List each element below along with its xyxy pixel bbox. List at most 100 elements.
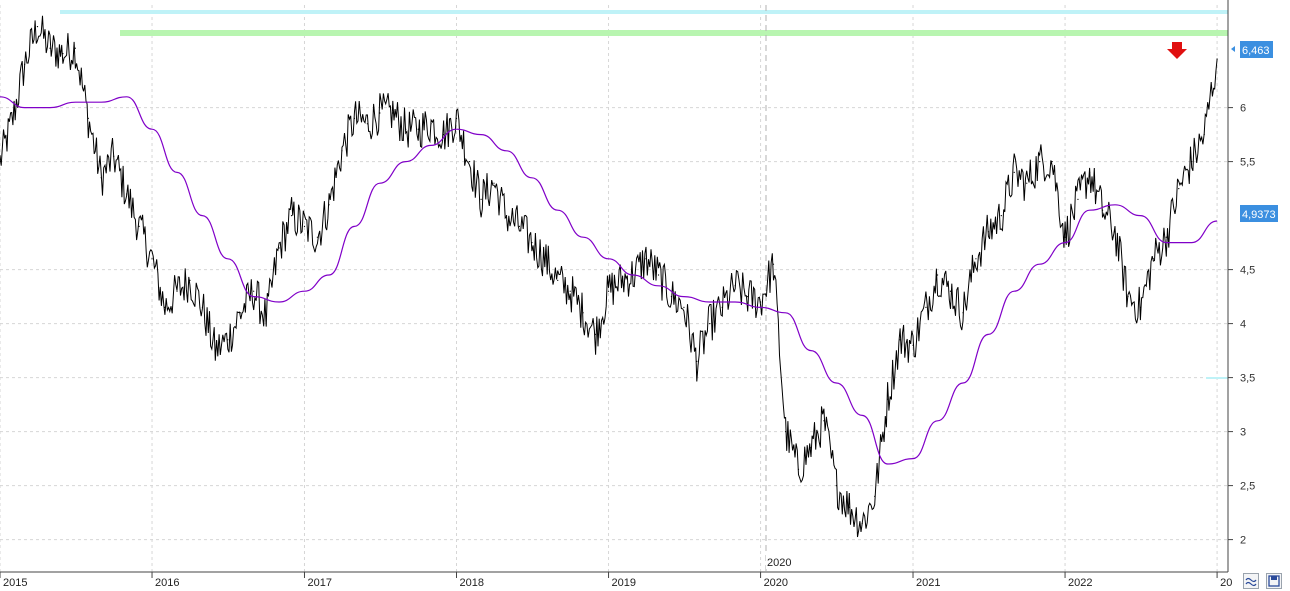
price-point — [784, 431, 787, 433]
price-point — [189, 279, 191, 281]
price-point — [253, 290, 255, 292]
price-point — [1000, 215, 1002, 217]
price-point — [887, 398, 889, 400]
x-tick-label: 20 — [1220, 577, 1232, 589]
price-point — [176, 290, 178, 292]
price-point — [505, 215, 508, 217]
grid — [0, 5, 1228, 572]
price-point — [962, 312, 964, 314]
y-tick-label: 2,5 — [1240, 481, 1255, 493]
price-point — [1216, 58, 1218, 60]
x-axis-ticks: 2015 2016 2017 2018 2019 2020 2021 2022 20 — [0, 572, 1232, 589]
price-point — [328, 204, 330, 206]
price-label-text: 6,463 — [1242, 45, 1270, 57]
y-tick-label: 4 — [1240, 319, 1246, 331]
price-point — [696, 360, 698, 362]
price-point — [899, 339, 901, 341]
price-point — [227, 339, 229, 341]
price-series — [0, 15, 1218, 538]
price-point — [74, 47, 76, 49]
price-point — [620, 279, 623, 281]
x-tick-label: 2018 — [460, 577, 484, 589]
price-point — [595, 333, 597, 335]
price-point — [1039, 161, 1041, 163]
price-point — [531, 242, 533, 244]
price-point — [353, 117, 356, 119]
price-point — [442, 134, 445, 136]
resistance-band-upper — [60, 10, 1228, 14]
price-point — [987, 231, 990, 233]
price-point — [1165, 236, 1167, 238]
price-label-box — [1240, 41, 1273, 58]
price-point — [861, 522, 863, 525]
price-point — [392, 112, 394, 114]
price-point — [582, 312, 584, 314]
price-point — [49, 47, 51, 49]
price-point — [278, 247, 280, 249]
moving-average-line — [0, 96, 1218, 465]
price-point — [1178, 188, 1180, 190]
price-point — [848, 506, 850, 508]
price-point — [912, 344, 914, 346]
price-point — [303, 225, 306, 227]
price-point — [1127, 296, 1129, 298]
ma-label-text: 4,9373 — [1242, 209, 1276, 221]
price-point — [1089, 171, 1091, 173]
price-point — [87, 117, 89, 119]
ma-label-box — [1240, 205, 1278, 222]
floppy-disk-icon — [1268, 575, 1280, 587]
price-point — [810, 447, 812, 449]
price-label-pointer — [1231, 46, 1235, 52]
price-point — [1077, 198, 1079, 200]
price-point — [975, 258, 977, 260]
price-point — [1026, 182, 1028, 184]
x-tick-label: 2015 — [3, 577, 27, 589]
price-point — [1051, 161, 1053, 163]
price-point — [1139, 306, 1142, 308]
price-point — [874, 495, 876, 497]
price-point — [151, 258, 153, 260]
price-point — [709, 323, 711, 325]
price-point — [645, 258, 647, 260]
price-point — [430, 123, 432, 125]
zoom-fit-button[interactable] — [1243, 573, 1259, 589]
price-point — [0, 161, 1, 163]
price-point — [936, 274, 939, 276]
price-point — [1064, 236, 1066, 238]
price-point — [607, 290, 610, 292]
x-tick-label: 2020 — [764, 577, 788, 589]
price-point — [721, 306, 723, 308]
price-point — [493, 182, 495, 184]
price-point — [366, 123, 368, 125]
price-point — [36, 26, 39, 28]
y-tick-label: 5,5 — [1240, 157, 1255, 169]
crosshair-date-label: 2020 — [767, 557, 791, 569]
price-point — [126, 193, 128, 195]
price-point — [265, 317, 267, 319]
price-point — [1013, 171, 1015, 173]
y-axis-ticks: 2 2,5 3 3,5 4 4,5 5,5 6 — [1228, 103, 1255, 547]
x-tick-label: 2019 — [612, 577, 636, 589]
x-tick-label: 2017 — [307, 577, 331, 589]
ma-label: 4,9373 — [1240, 205, 1278, 222]
price-point — [480, 198, 482, 200]
price-point — [557, 279, 559, 281]
price-point — [23, 63, 26, 65]
price-point — [468, 161, 471, 163]
price-point — [341, 150, 343, 152]
y-tick-label: 2 — [1240, 535, 1246, 547]
price-point — [747, 296, 749, 298]
price-point — [214, 350, 216, 352]
price-point — [569, 290, 571, 292]
price-point — [201, 306, 204, 308]
price-point — [1114, 231, 1116, 233]
price-point — [734, 285, 736, 287]
price-point — [113, 155, 115, 157]
price-point — [164, 306, 166, 308]
price-point — [1152, 258, 1154, 260]
save-button[interactable] — [1266, 573, 1282, 589]
x-tick-label: 2016 — [155, 577, 179, 589]
price-point — [670, 296, 673, 298]
